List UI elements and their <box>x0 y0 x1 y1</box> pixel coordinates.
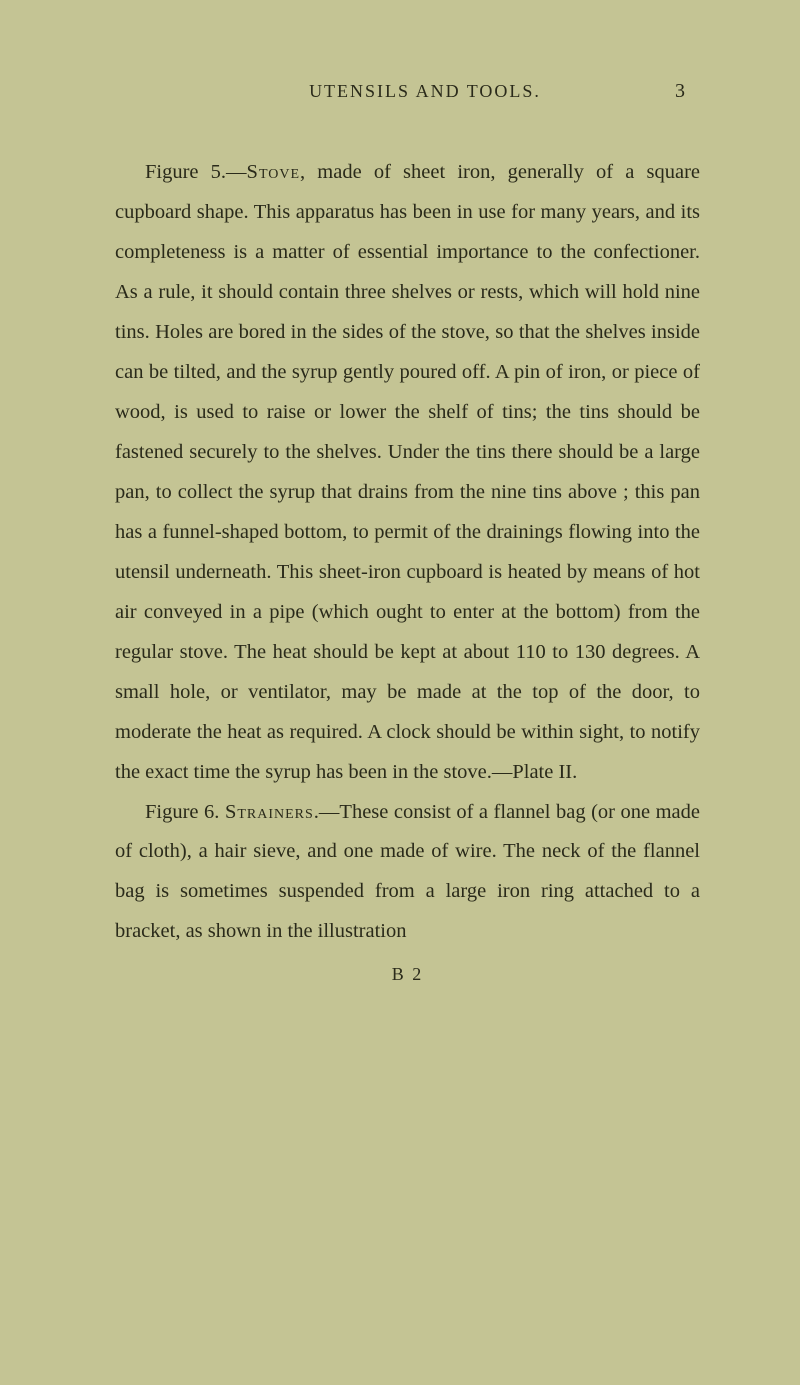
figure-ref-1: Figure 5.— <box>145 161 247 183</box>
paragraph-1: Figure 5.—Stove, made of sheet iron, gen… <box>115 153 700 793</box>
term-strainers: Strainers <box>225 801 314 823</box>
figure-ref-2: Figure 6. <box>145 801 225 823</box>
signature-mark: B 2 <box>115 957 700 992</box>
header-title: UTENSILS AND TOOLS. <box>195 81 655 102</box>
body-text: Figure 5.—Stove, made of sheet iron, gen… <box>115 153 700 992</box>
page-number: 3 <box>655 80 685 103</box>
term-stove: Stove <box>247 161 300 183</box>
paragraph-2: Figure 6. Strainers.—These consist of a … <box>115 793 700 953</box>
paragraph-1-text: , made of sheet iron, generally of a squ… <box>115 161 700 783</box>
page-container: UTENSILS AND TOOLS. 3 Figure 5.—Stove, m… <box>0 0 800 1385</box>
page-header: UTENSILS AND TOOLS. 3 <box>115 80 700 103</box>
